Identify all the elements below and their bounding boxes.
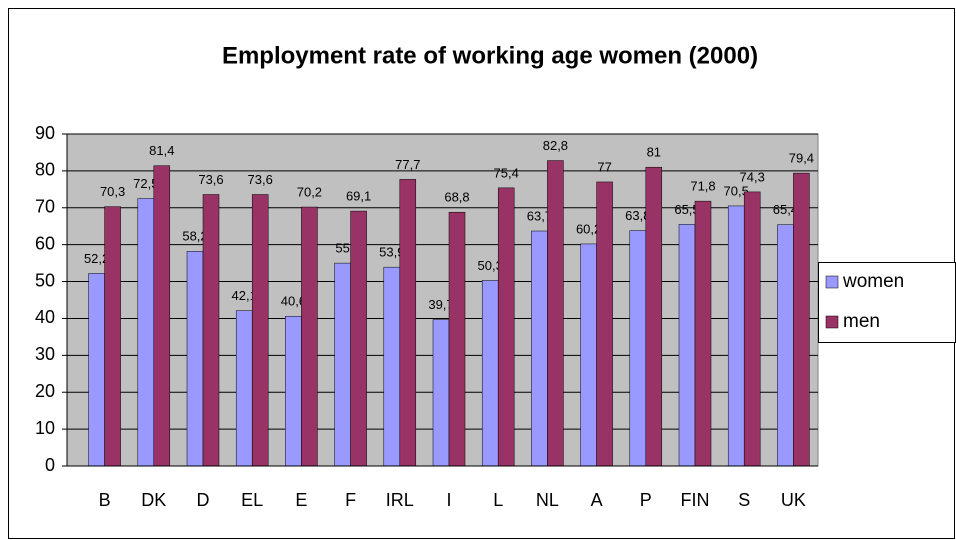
- value-label: 39,7: [428, 297, 453, 312]
- bar: [104, 206, 121, 467]
- y-tick-label: 30: [35, 344, 55, 364]
- bar: [251, 194, 269, 467]
- bar: [202, 194, 220, 467]
- value-label: 74,3: [740, 169, 765, 184]
- bar: [727, 205, 745, 467]
- y-tick-label: 10: [35, 418, 55, 438]
- x-tick-label: B: [99, 490, 111, 510]
- value-label: 50,3: [478, 258, 503, 273]
- y-tick-label: 40: [35, 307, 55, 327]
- bar: [399, 179, 417, 467]
- bar: [448, 211, 466, 467]
- y-tick-label: 20: [35, 381, 55, 401]
- bar: [497, 187, 515, 467]
- legend-label: women: [842, 271, 904, 292]
- value-label: 77,7: [395, 157, 420, 172]
- bar: [235, 310, 253, 467]
- y-tick-label: 80: [35, 160, 55, 180]
- value-label: 77: [597, 159, 611, 174]
- x-tick-label: F: [345, 490, 356, 510]
- x-tick-label: D: [197, 490, 210, 510]
- y-tick-label: 70: [35, 197, 55, 217]
- value-label: 81: [647, 145, 661, 160]
- y-tick-label: 0: [45, 455, 55, 475]
- value-label: 52,2: [84, 251, 109, 266]
- bar: [285, 315, 302, 467]
- bar: [531, 230, 548, 467]
- bar: [793, 172, 810, 467]
- x-tick-label: A: [591, 490, 603, 510]
- value-label: 70,3: [100, 184, 125, 199]
- value-label: 53,9: [379, 245, 404, 260]
- value-label: 58,2: [182, 229, 207, 244]
- value-label: 68,8: [444, 190, 469, 205]
- y-tick-label: 50: [35, 270, 55, 290]
- x-tick-label: DK: [141, 490, 166, 510]
- value-label: 70,2: [297, 184, 322, 199]
- bar: [301, 206, 318, 467]
- value-label: 75,4: [494, 165, 519, 180]
- bar: [629, 230, 647, 467]
- legend-label: men: [843, 311, 880, 332]
- value-label: 69,1: [346, 189, 371, 204]
- value-label: 81,4: [149, 143, 174, 158]
- bar: [334, 262, 351, 467]
- value-label: 71,8: [690, 179, 715, 194]
- legend-swatch: [825, 315, 839, 329]
- bar: [547, 160, 564, 467]
- value-label: 55: [335, 241, 349, 256]
- value-label: 65,5: [674, 202, 699, 217]
- bar: [432, 319, 450, 467]
- value-label: 73,6: [198, 172, 223, 187]
- value-label: 65,4: [773, 202, 798, 217]
- x-tick-label: E: [295, 490, 307, 510]
- value-label: 60,2: [576, 221, 601, 236]
- bar: [645, 166, 663, 467]
- x-tick-label: IRL: [386, 490, 414, 510]
- bar: [678, 224, 696, 467]
- value-label: 82,8: [543, 138, 568, 153]
- chart-title: Employment rate of working age women (20…: [222, 42, 758, 69]
- bar: [743, 191, 761, 467]
- legend-swatch: [825, 275, 839, 289]
- bar: [596, 181, 613, 467]
- x-tick-label: S: [738, 490, 750, 510]
- bar: [694, 200, 712, 467]
- bar: [383, 266, 401, 467]
- value-label: 42,1: [232, 288, 257, 303]
- legend-box: [818, 262, 956, 343]
- y-tick-label: 90: [35, 123, 55, 143]
- x-tick-label: I: [446, 490, 451, 510]
- bar: [153, 165, 171, 467]
- value-label: 70,5: [724, 183, 749, 198]
- value-label: 79,4: [789, 151, 814, 166]
- value-label: 72,5: [133, 176, 158, 191]
- bar: [350, 210, 367, 467]
- x-tick-label: NL: [536, 490, 559, 510]
- bar: [777, 224, 794, 467]
- y-tick-label: 60: [35, 233, 55, 253]
- x-tick-label: EL: [241, 490, 263, 510]
- bar: [137, 198, 155, 467]
- bar: [186, 251, 204, 467]
- bar: [88, 273, 105, 467]
- value-label: 40,6: [281, 294, 306, 309]
- bar: [481, 280, 499, 467]
- x-tick-label: P: [640, 490, 652, 510]
- x-tick-label: UK: [781, 490, 806, 510]
- bar: [580, 243, 597, 467]
- x-tick-label: L: [493, 490, 503, 510]
- value-label: 63,7: [527, 208, 552, 223]
- value-label: 63,8: [625, 208, 650, 223]
- x-tick-label: FIN: [681, 490, 710, 510]
- value-label: 73,6: [248, 172, 273, 187]
